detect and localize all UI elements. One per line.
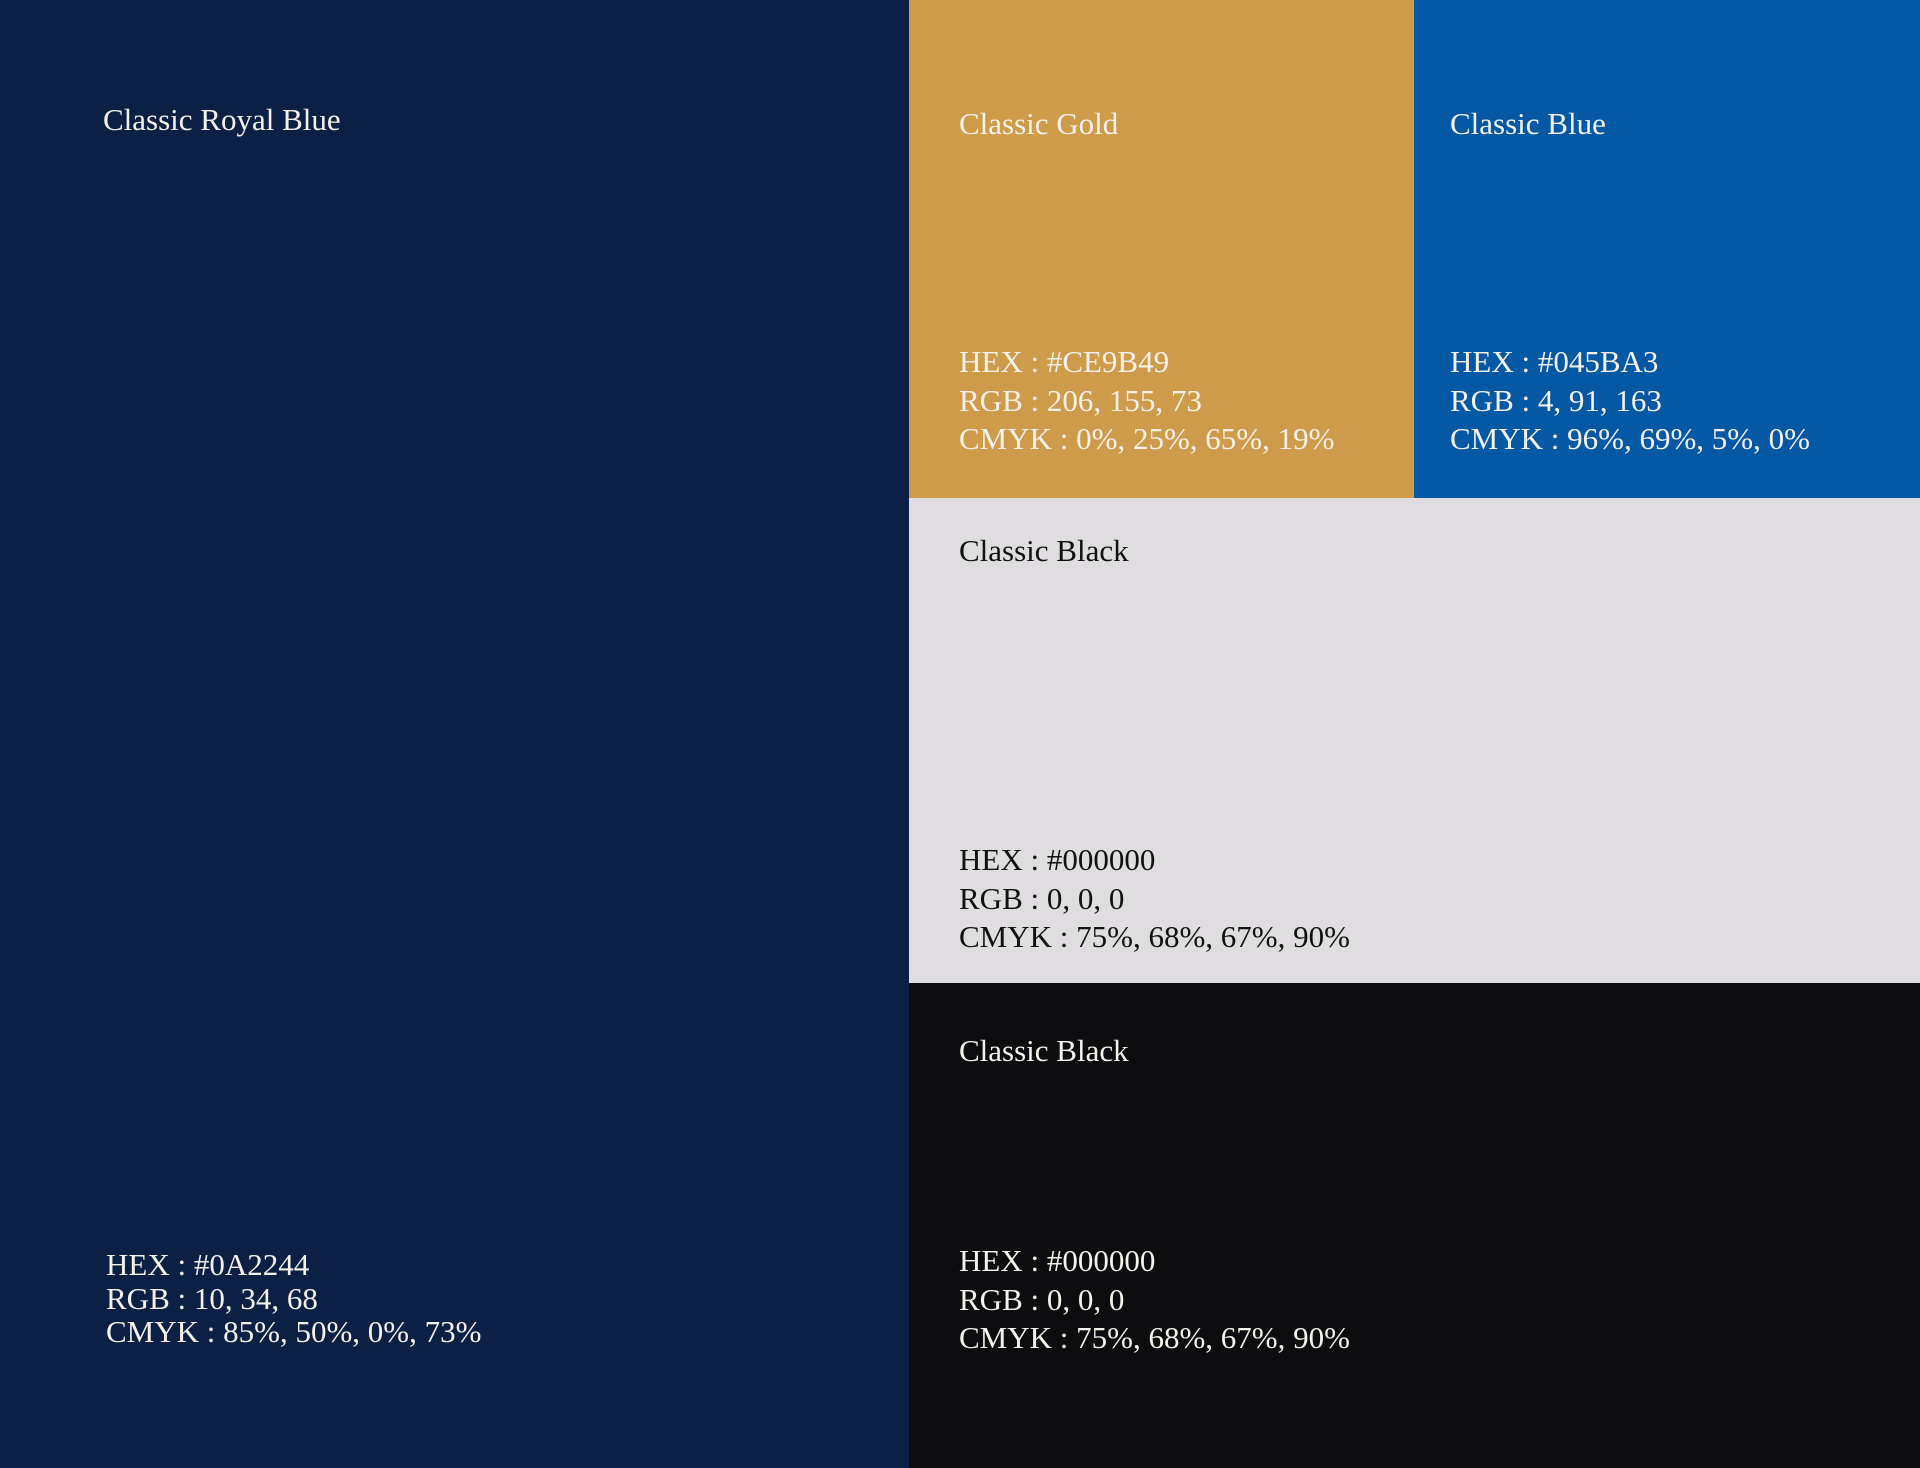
swatch-gold: Classic Gold HEX : #CE9B49 RGB : 206, 15… — [909, 0, 1414, 498]
rgb-code: RGB : 4, 91, 163 — [1450, 382, 1662, 418]
rgb-code: RGB : 0, 0, 0 — [959, 880, 1125, 916]
swatch-light-black: Classic Black HEX : #000000 RGB : 0, 0, … — [909, 498, 1920, 983]
swatch-black: Classic Black HEX : #000000 RGB : 0, 0, … — [909, 983, 1920, 1468]
cmyk-code: CMYK : 75%, 68%, 67%, 90% — [959, 1320, 1350, 1355]
swatch-name: Classic Royal Blue — [103, 102, 341, 137]
cmyk-code: CMYK : 75%, 68%, 67%, 90% — [959, 919, 1350, 954]
cmyk-code: CMYK : 0%, 25%, 65%, 19% — [959, 421, 1335, 456]
rgb-code: RGB : 206, 155, 73 — [959, 382, 1202, 418]
swatch-codes: HEX : #0A2244 RGB : 10, 34, 68 CMYK : 85… — [106, 1246, 481, 1352]
cmyk-code: CMYK : 85%, 50%, 0%, 73% — [106, 1314, 482, 1349]
cmyk-code: CMYK : 96%, 69%, 5%, 0% — [1450, 421, 1810, 456]
swatch-name: Classic Black — [959, 533, 1129, 568]
swatch-blue: Classic Blue HEX : #045BA3 RGB : 4, 91, … — [1414, 0, 1920, 498]
swatch-codes: HEX : #000000 RGB : 0, 0, 0 CMYK : 75%, … — [959, 1242, 1350, 1358]
swatch-codes: HEX : #CE9B49 RGB : 206, 155, 73 CMYK : … — [959, 343, 1334, 459]
hex-code: HEX : #000000 — [959, 1243, 1156, 1278]
rgb-code: RGB : 10, 34, 68 — [106, 1280, 318, 1316]
swatch-name: Classic Blue — [1450, 106, 1606, 141]
swatch-codes: HEX : #000000 RGB : 0, 0, 0 CMYK : 75%, … — [959, 841, 1350, 957]
swatch-codes: HEX : #045BA3 RGB : 4, 91, 163 CMYK : 96… — [1450, 343, 1810, 459]
hex-code: HEX : #045BA3 — [1450, 344, 1659, 379]
swatch-royal-blue: Classic Royal Blue HEX : #0A2244 RGB : 1… — [0, 0, 909, 1468]
swatch-name: Classic Black — [959, 1033, 1129, 1068]
rgb-code: RGB : 0, 0, 0 — [959, 1281, 1125, 1317]
hex-code: HEX : #0A2244 — [106, 1247, 310, 1282]
swatch-name: Classic Gold — [959, 106, 1119, 141]
hex-code: HEX : #000000 — [959, 842, 1156, 877]
hex-code: HEX : #CE9B49 — [959, 344, 1170, 379]
